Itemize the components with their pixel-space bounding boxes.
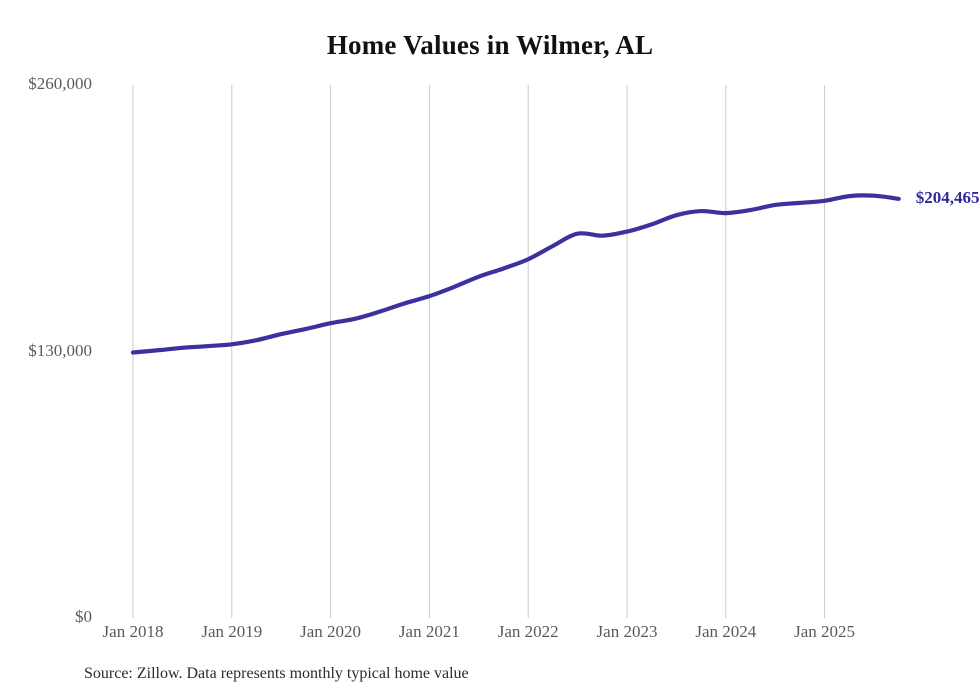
y-axis-tick-label: $0 — [75, 607, 92, 626]
x-axis-tick-label: Jan 2024 — [695, 622, 757, 641]
x-axis-tick-label: Jan 2020 — [300, 622, 362, 641]
series-line — [130, 193, 901, 355]
series-group — [130, 193, 901, 355]
end-value-label: $204,465 — [915, 187, 980, 207]
source-note: Source: Zillow. Data represents monthly … — [84, 665, 469, 682]
x-axis-tick-label: Jan 2018 — [102, 622, 164, 641]
y-axis-tick-label: $130,000 — [28, 340, 92, 360]
x-axis-tick-label: Jan 2025 — [794, 622, 856, 641]
x-axis-tick-label: Jan 2021 — [398, 622, 460, 641]
x-axis-tick-label: Jan 2022 — [497, 622, 559, 641]
gridlines-group — [132, 85, 826, 618]
x-axis-tick-label: Jan 2019 — [201, 622, 263, 641]
y-axis-tick-label: $260,000 — [28, 74, 92, 93]
chart-title: Home Values in Wilmer, AL — [326, 30, 654, 60]
x-axis-tick-label: Jan 2023 — [596, 622, 658, 641]
